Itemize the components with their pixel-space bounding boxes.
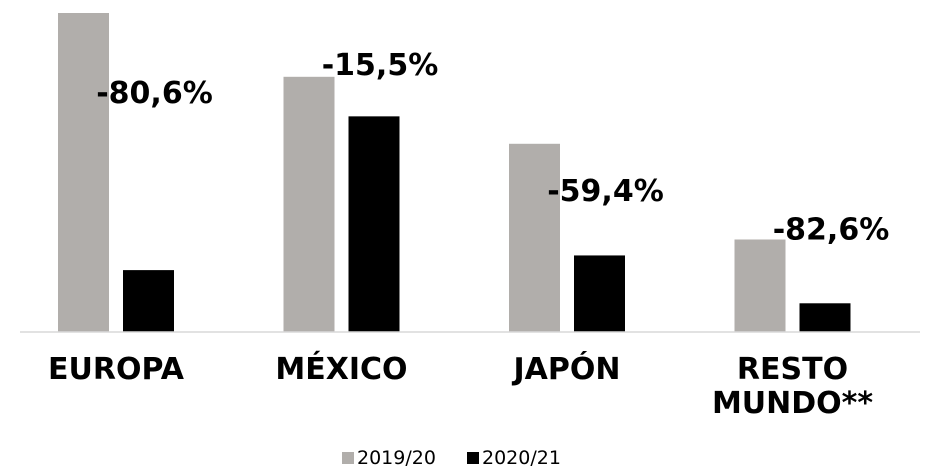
- legend-label-2020-21: 2020/21: [482, 447, 561, 469]
- bar-japon-2019-20: [509, 143, 560, 332]
- legend-swatch-2020-21: [467, 452, 479, 464]
- legend-swatch-2019-20: [342, 452, 354, 464]
- bars-group: [58, 13, 851, 332]
- legend: 2019/20 2020/21: [342, 447, 561, 469]
- bar-mexico-2020-21: [348, 116, 400, 332]
- data-label-europa: -80,6%: [96, 76, 213, 111]
- category-label-resto-mundo: RESTO MUNDO**: [712, 352, 873, 421]
- data-label-resto-mundo: -82,6%: [773, 212, 890, 247]
- bar-japon-2020-21: [574, 255, 625, 332]
- data-label-mexico: -15,5%: [322, 48, 439, 83]
- category-label-japon: JAPÓN: [512, 350, 621, 387]
- legend-label-2019-20: 2019/20: [357, 447, 436, 469]
- category-label-europa: EUROPA: [48, 352, 185, 387]
- bar-resto-mundo-2020-21: [799, 303, 851, 332]
- bar-europa-2019-20: [58, 13, 109, 332]
- category-label-mexico: MÉXICO: [275, 351, 407, 387]
- bar-mexico-2019-20: [283, 76, 335, 332]
- bar-resto-mundo-2019-20: [734, 239, 786, 332]
- data-labels-group: -80,6% -15,5% -59,4% -82,6%: [96, 48, 889, 248]
- bar-europa-2020-21: [123, 270, 174, 332]
- category-labels-group: EUROPA MÉXICO JAPÓN RESTO MUNDO**: [48, 350, 873, 421]
- data-label-japon: -59,4%: [547, 174, 664, 209]
